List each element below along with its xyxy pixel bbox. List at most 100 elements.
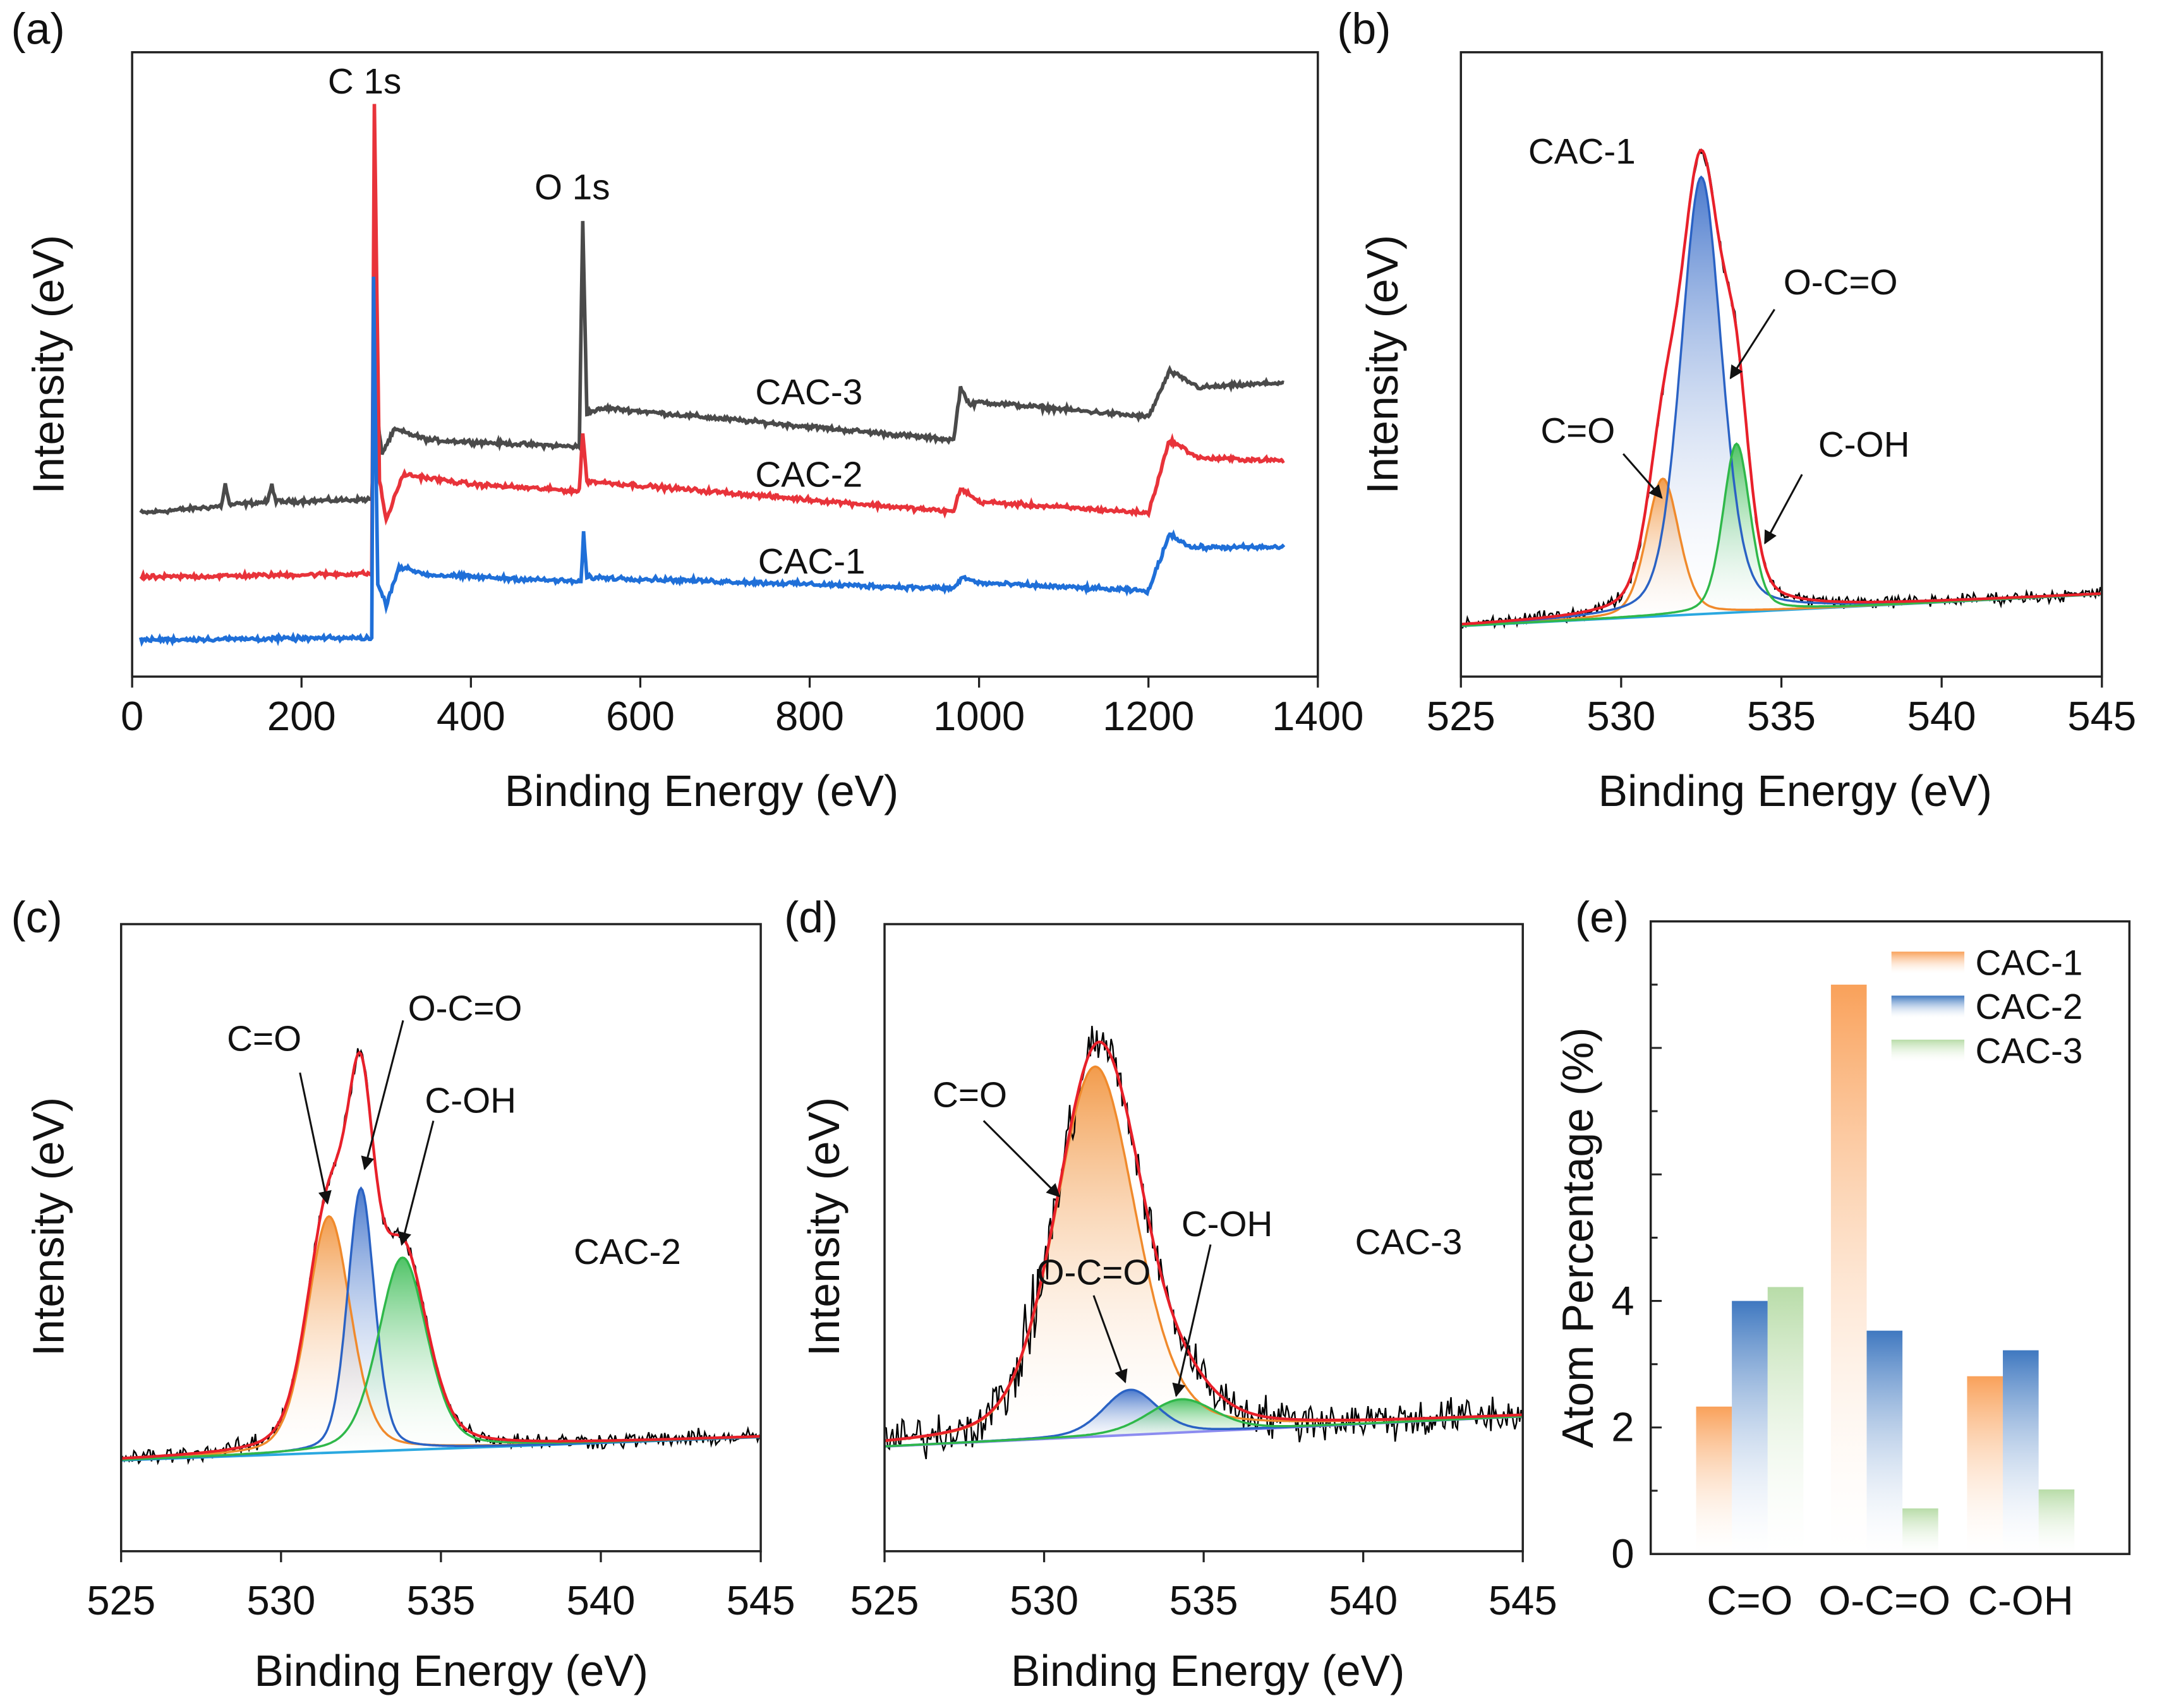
x-axis-c-tick-label: 530: [246, 1577, 315, 1623]
panel-label-e: (e): [1575, 893, 1629, 942]
x-axis-c-tick-label: 535: [406, 1577, 475, 1623]
annotation-o1s: O 1s: [535, 167, 610, 207]
annotation-arrow: [1764, 474, 1803, 544]
legend-label-cac-3: CAC-3: [1975, 1031, 2082, 1071]
y-axis-e-tick-label: 4: [1611, 1277, 1634, 1323]
annotation-arrow: [361, 1020, 404, 1170]
x-axis-d-tick-label: 540: [1329, 1577, 1398, 1623]
annotation-arrow: [1092, 1295, 1128, 1384]
peak-fill-b-oco: [1461, 177, 2102, 627]
peak-fill-d-coh: [885, 1399, 1523, 1446]
x-axis-d-tick-label: 525: [850, 1577, 919, 1623]
x-axis-a-tick-label: 0: [121, 693, 143, 739]
o1s-fit-panel-cac-2: 525 530 535 540 545 Binding Energy (eV) Inte…: [23, 923, 795, 1695]
plot-frame-a: [131, 51, 1319, 678]
panel-label-d: (d): [784, 893, 838, 942]
survey-spectrum-panel: 0 200 400 600 800 1000 1200 1400 Binding Energy…: [23, 51, 1363, 815]
panel-label-a: (a): [11, 4, 65, 54]
bar-cac-2-coh: [2003, 1350, 2039, 1555]
x-axis-a-tick-label: 600: [606, 693, 675, 739]
bar-cac-3-coh: [2038, 1489, 2075, 1555]
annotation-arrow: [982, 1120, 1061, 1198]
peak-label-b-coh: C-OH: [1818, 424, 1910, 464]
series-label-cac-1: CAC-1: [758, 541, 866, 581]
x-axis-a-tick-label: 1200: [1103, 693, 1194, 739]
sample-label-c: CAC-2: [574, 1232, 681, 1272]
bar-cac-2-oco: [1866, 1330, 1903, 1555]
peak-label-b-co: C=O: [1540, 411, 1615, 450]
y-axis-label-e: Atom Percentage (%): [1553, 1027, 1602, 1448]
annotation-arrow: [1622, 453, 1663, 499]
x-axis-b-tick-label: 530: [1586, 693, 1655, 739]
x-axis-label-c: Binding Energy (eV): [255, 1646, 648, 1695]
x-axis-b-tick-label: 535: [1747, 693, 1816, 739]
legend-swatch-cac-1: [1891, 951, 1965, 974]
survey-line-cac-2: [139, 104, 1285, 582]
annotation-arrow: [1729, 309, 1775, 380]
x-axis-e-category-label: C=O: [1707, 1577, 1792, 1623]
o1s-fit-panel-cac-1: 525 530 535 540 545 Binding Energy (eV) Inte…: [1358, 51, 2136, 815]
x-axis-a-tick-label: 200: [267, 693, 336, 739]
peak-label-c-co: C=O: [227, 1018, 301, 1058]
x-axis-label-a: Binding Energy (eV): [505, 766, 898, 815]
atom-percentage-bar-panel: 0 2 4 C=O O-C=O C-OH Atom Percentage (%) CAC-…: [1553, 920, 2131, 1623]
y-axis-label-c: Intensity (eV): [23, 1097, 73, 1356]
x-axis-d-tick-label: 535: [1169, 1577, 1238, 1623]
envelope-fit-b: [1461, 148, 2102, 626]
peak-curve-b-oco: [1461, 175, 2102, 626]
x-axis-d-tick-label: 530: [1010, 1577, 1078, 1623]
peak-fill-c-coh: [121, 1257, 761, 1460]
bar-cac-3-oco: [1902, 1508, 1938, 1555]
x-axis-c-tick-label: 540: [567, 1577, 636, 1623]
x-axis-b-tick-label: 540: [1907, 693, 1976, 739]
x-axis-e-category-label: O-C=O: [1818, 1577, 1950, 1623]
legend-swatch-cac-3: [1891, 1039, 1965, 1062]
envelope-fit-c: [121, 1050, 761, 1460]
peak-label-c-coh: C-OH: [425, 1080, 516, 1120]
y-axis-label-a: Intensity (eV): [23, 235, 73, 494]
y-axis-e-tick-label: 2: [1611, 1404, 1634, 1450]
y-axis-e-tick-label: 0: [1611, 1531, 1634, 1577]
panel-label-b: (b): [1337, 4, 1391, 54]
peak-fill-d-co: [885, 1066, 1523, 1446]
x-axis-a-tick-label: 400: [437, 693, 505, 739]
sample-label-b: CAC-1: [1528, 131, 1636, 171]
envelope-fit-d: [884, 1040, 1523, 1442]
bar-cac-2-co: [1732, 1301, 1768, 1555]
y-axis-label-d: Intensity (eV): [799, 1097, 849, 1356]
peak-label-d-co: C=O: [933, 1075, 1007, 1115]
x-axis-b-tick-label: 525: [1427, 693, 1495, 739]
y-axis-label-b: Intensity (eV): [1358, 235, 1407, 494]
x-axis-label-b: Binding Energy (eV): [1598, 766, 1992, 815]
o1s-fit-panel-cac-3: 525 530 535 540 545 Binding Energy (eV) Inte…: [799, 923, 1557, 1695]
bar-cac-1-coh: [1967, 1376, 2003, 1555]
x-axis-a-tick-label: 1000: [933, 693, 1025, 739]
x-axis-c-tick-label: 525: [87, 1577, 155, 1623]
bar-cac-1-co: [1696, 1406, 1732, 1555]
annotation-arrow: [398, 1120, 435, 1246]
bar-cac-3-co: [1767, 1287, 1804, 1555]
peak-label-c-ocoo: O-C=O: [408, 988, 523, 1028]
x-axis-a-tick-label: 1400: [1272, 693, 1363, 739]
peak-label-d-ocoo: O-C=O: [1037, 1252, 1151, 1292]
annotation-c1s: C 1s: [328, 61, 401, 101]
survey-line-cac-3: [139, 220, 1284, 515]
x-axis-b-tick-label: 545: [2067, 693, 2136, 739]
panel-label-c: (c): [11, 893, 63, 942]
bar-cac-1-oco: [1830, 984, 1867, 1555]
legend-label-cac-2: CAC-2: [1975, 987, 2082, 1026]
x-axis-e-category-label: C-OH: [1968, 1577, 2074, 1623]
legend: CAC-1 CAC-2 CAC-3: [1891, 943, 2082, 1071]
annotation-arrow: [299, 1072, 332, 1205]
x-axis-d-tick-label: 545: [1489, 1577, 1557, 1623]
series-label-cac-3: CAC-3: [755, 372, 862, 412]
x-axis-label-d: Binding Energy (eV): [1011, 1646, 1405, 1695]
peak-label-b-ocoo: O-C=O: [1784, 262, 1898, 302]
legend-swatch-cac-2: [1891, 995, 1965, 1018]
raw-spectrum-b: [1460, 148, 2103, 630]
annotation-arrow: [1172, 1244, 1212, 1397]
peak-curve-d-coh: [885, 1398, 1523, 1448]
sample-label-d: CAC-3: [1355, 1222, 1463, 1262]
series-label-cac-2: CAC-2: [755, 455, 862, 495]
